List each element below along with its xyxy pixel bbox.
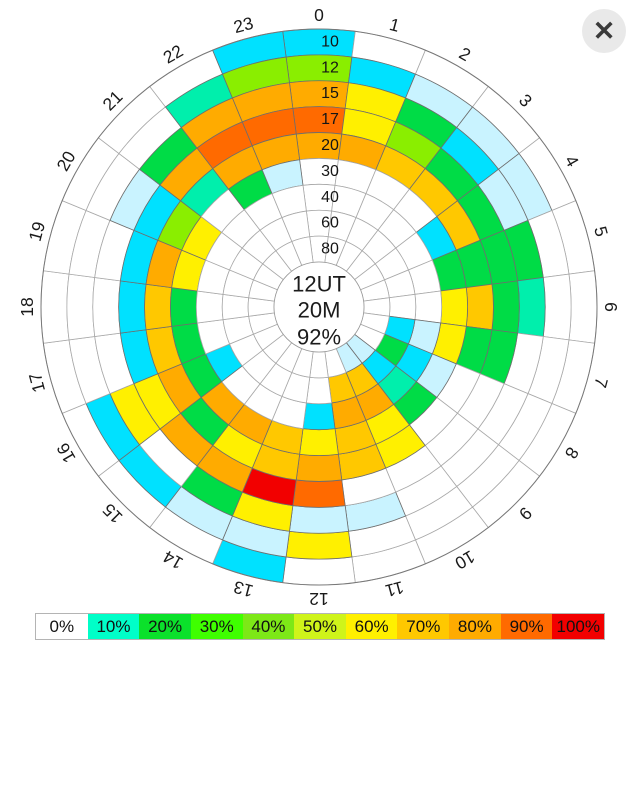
- center-reliability-label: 92%: [297, 325, 341, 350]
- ring-band-label: 15: [321, 85, 339, 102]
- ring-band-label: 10: [321, 33, 339, 50]
- hour-label: 16: [53, 440, 80, 467]
- wheel-cell: [414, 290, 443, 324]
- wheel-cell: [440, 287, 468, 327]
- hour-label: 18: [17, 297, 37, 316]
- reliability-color-legend: 0% 10% 20% 30% 40% 50% 60% 70% 80% 90% 100%: [35, 613, 605, 640]
- wheel-cell: [568, 270, 598, 344]
- hour-label: 4: [561, 152, 583, 171]
- ring-band-label: 80: [321, 241, 339, 258]
- wheel-cell: [465, 283, 494, 331]
- wheel-cell: [305, 376, 333, 405]
- legend-item: 40%: [242, 614, 295, 639]
- wheel-cell: [388, 293, 417, 321]
- hour-label: 14: [159, 546, 186, 573]
- hour-label: 0: [314, 5, 324, 25]
- wheel-cell: [195, 290, 224, 324]
- wheel-cell: [144, 283, 173, 331]
- wheel-cell: [40, 270, 70, 344]
- wheel-cell: [92, 277, 121, 337]
- wheel-cell: [302, 402, 336, 431]
- wheel-cell: [542, 273, 572, 341]
- hour-label: 19: [25, 219, 49, 243]
- hour-label: 9: [515, 503, 536, 524]
- close-button[interactable]: ✕: [582, 9, 626, 53]
- wheel-cell: [289, 80, 349, 109]
- hour-label: 13: [231, 577, 255, 601]
- wheel-cell: [289, 505, 349, 534]
- wheel-cell: [221, 293, 250, 321]
- ring-band-label: 60: [321, 215, 339, 232]
- hour-label: 11: [383, 577, 406, 601]
- hour-label: 2: [456, 43, 474, 65]
- hour-label: 22: [160, 41, 187, 68]
- legend-item: 10%: [87, 614, 140, 639]
- hour-label: 10: [451, 546, 478, 573]
- legend-item: 90%: [500, 614, 553, 639]
- ring-band-label: 12: [321, 59, 339, 76]
- wheel-cell: [491, 280, 520, 334]
- propagation-wheel-container: 0 1 2 3 4 5 6 7 8 9 10 11 12 13 14 15 16 17 18 19 20 21 22 23 10…: [17, 5, 621, 605]
- wheel-cell: [285, 54, 353, 84]
- legend-item: 30%: [190, 614, 243, 639]
- wheel-cell: [170, 287, 198, 327]
- ring-band-label: 30: [321, 163, 339, 180]
- legend-item: 60%: [345, 614, 398, 639]
- ring-band-label: 17: [321, 111, 339, 128]
- hour-label: 8: [561, 444, 583, 462]
- wheel-cell: [282, 556, 356, 586]
- hour-label: 20: [53, 147, 80, 174]
- center-time-label: 12UT: [292, 272, 346, 297]
- legend-item: 20%: [139, 614, 191, 639]
- center-band-label: 20M: [298, 298, 341, 323]
- hour-label: 6: [601, 302, 621, 312]
- wheel-cell: [517, 277, 546, 337]
- hour-label: 3: [515, 90, 536, 111]
- hour-label: 12: [309, 589, 328, 605]
- hour-label: 1: [387, 14, 402, 36]
- legend-item: 70%: [397, 614, 450, 639]
- propagation-wheel-chart: 0 123456789101112131415161718192021222310…: [17, 5, 621, 605]
- wheel-cell: [299, 428, 339, 456]
- legend-item: 50%: [294, 614, 346, 639]
- legend-item: 100%: [552, 614, 605, 639]
- wheel-cell: [295, 453, 343, 482]
- wheel-cell: [282, 28, 356, 58]
- hour-label: 23: [231, 13, 255, 37]
- wheel-cell: [66, 273, 96, 341]
- close-icon: ✕: [592, 15, 616, 46]
- legend-item: 0%: [36, 614, 88, 639]
- ring-band-label: 20: [321, 137, 339, 154]
- hour-label: 5: [590, 224, 612, 239]
- hour-label: 7: [590, 375, 612, 390]
- wheel-cell: [118, 280, 147, 334]
- wheel-cell: [285, 530, 353, 560]
- hour-label: 17: [25, 371, 49, 395]
- ring-band-label: 40: [321, 189, 339, 206]
- legend-item: 80%: [449, 614, 501, 639]
- wheel-cell: [292, 479, 346, 508]
